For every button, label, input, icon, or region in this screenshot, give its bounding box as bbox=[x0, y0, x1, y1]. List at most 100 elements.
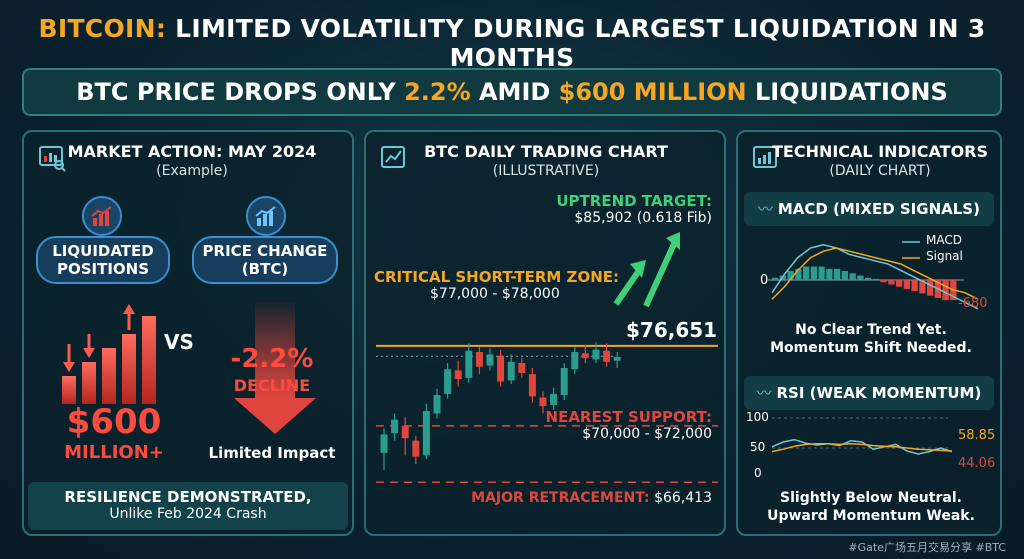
macd-histogram-bar bbox=[880, 280, 887, 283]
candle-body bbox=[475, 352, 483, 367]
macd-histogram-bar bbox=[927, 280, 934, 296]
macd-chart bbox=[768, 241, 979, 310]
candle-body bbox=[539, 397, 547, 407]
macd-title: MACD (MIXED SIGNALS) bbox=[777, 200, 980, 218]
rsi-signal-line bbox=[771, 443, 953, 453]
watermark: #Gate广场五月交易分享 #BTC bbox=[848, 541, 1006, 554]
candle-body bbox=[613, 356, 621, 361]
retracement-label: MAJOR RETRACEMENT: bbox=[471, 490, 650, 506]
title-rest: LIMITED VOLATILITY DURING LARGEST LIQUID… bbox=[166, 14, 986, 72]
macd-histogram-bar bbox=[911, 280, 918, 292]
candle-body bbox=[518, 363, 526, 373]
candle-body bbox=[581, 353, 589, 359]
macd-histogram-bar bbox=[834, 268, 841, 280]
macd-zero-label: 0 bbox=[760, 273, 769, 288]
chart-title: BTC DAILY TRADING CHART bbox=[424, 142, 668, 161]
price-change-label: PRICE CHANGE (BTC) bbox=[192, 236, 338, 284]
macd-histogram-bar bbox=[903, 280, 910, 289]
impact-label: Limited Impact bbox=[208, 444, 336, 462]
candle-body bbox=[412, 440, 420, 457]
liquidation-amount: $600 bbox=[66, 402, 162, 442]
signal-line bbox=[771, 247, 979, 300]
macd-histogram-bar bbox=[857, 275, 864, 280]
liquidation-unit: MILLION+ bbox=[64, 442, 164, 463]
banner-text-3: LIQUIDATIONS bbox=[746, 78, 948, 106]
macd-histogram-bar bbox=[795, 268, 802, 280]
macd-legend-signal: Signal bbox=[926, 249, 963, 263]
support-label: NEAREST SUPPORT: bbox=[545, 408, 712, 426]
macd-histogram-bar bbox=[826, 268, 833, 280]
rsi-tick-50: 50 bbox=[750, 440, 766, 454]
liquidation-chart-icon bbox=[82, 196, 122, 236]
macd-note-2: Momentum Shift Needed. bbox=[770, 340, 972, 356]
rsi-header: 〰 RSI (WEAK MOMENTUM) bbox=[744, 376, 994, 410]
macd-histogram-bar bbox=[818, 266, 825, 280]
liquidated-positions-label: LIQUIDATED POSITIONS bbox=[36, 236, 170, 284]
candle-body bbox=[433, 395, 441, 414]
rsi-tick-100: 100 bbox=[746, 410, 769, 424]
candle-body bbox=[486, 354, 494, 366]
candle-body bbox=[571, 352, 579, 370]
macd-header: 〰 MACD (MIXED SIGNALS) bbox=[744, 192, 994, 226]
market-subtitle: (Example) bbox=[156, 163, 228, 179]
macd-value: -680 bbox=[958, 296, 988, 311]
candle-body bbox=[465, 350, 473, 378]
retracement-row: MAJOR RETRACEMENT: $66,413 bbox=[471, 490, 712, 506]
macd-wave-icon: 〰 bbox=[758, 200, 774, 218]
footer-line-1: RESILIENCE DEMONSTRATED, bbox=[64, 488, 312, 506]
chart-icon bbox=[381, 146, 405, 168]
macd-histogram-bar bbox=[803, 266, 810, 280]
report-chart-icon bbox=[39, 146, 66, 172]
price-change-value: -2.2% bbox=[230, 344, 314, 374]
rsi-value-a: 58.85 bbox=[958, 428, 996, 443]
candle-body bbox=[497, 355, 505, 382]
indicators-subtitle: (DAILY CHART) bbox=[829, 163, 931, 179]
critical-zone-label: CRITICAL SHORT-TERM ZONE: bbox=[374, 268, 619, 286]
candle-body bbox=[507, 361, 515, 381]
candlestick-chart bbox=[376, 232, 718, 484]
banner-text-2: AMID bbox=[470, 78, 559, 106]
candle-body bbox=[560, 368, 568, 396]
macd-histogram-bar bbox=[888, 280, 895, 285]
macd-histogram-bar bbox=[872, 278, 879, 280]
market-title: MARKET ACTION: MAY 2024 bbox=[67, 142, 317, 161]
title-prefix: BITCOIN: bbox=[38, 14, 167, 43]
macd-histogram-bar bbox=[919, 280, 926, 294]
indicators-title: TECHNICAL INDICATORS bbox=[771, 142, 989, 161]
candle-body bbox=[422, 411, 430, 456]
down-arrow-icon bbox=[234, 302, 316, 434]
candle-body bbox=[391, 419, 399, 434]
macd-histogram-bar bbox=[787, 271, 794, 280]
rsi-note-2: Upward Momentum Weak. bbox=[767, 508, 975, 524]
banner-amount: $600 MILLION bbox=[558, 78, 747, 106]
chart-subtitle: (ILLUSTRATIVE) bbox=[492, 163, 600, 179]
macd-line bbox=[771, 244, 979, 310]
rsi-tick-0: 0 bbox=[754, 466, 762, 480]
indicator-chart-icon bbox=[753, 146, 777, 168]
banner-percent: 2.2% bbox=[404, 78, 471, 106]
macd-histogram-bar bbox=[849, 273, 856, 280]
footer-line-2: Unlike Feb 2024 Crash bbox=[109, 506, 267, 522]
indicators-panel: TECHNICAL INDICATORS (DAILY CHART) 〰 MAC… bbox=[736, 130, 1002, 536]
rsi-title: RSI (WEAK MOMENTUM) bbox=[776, 384, 982, 402]
uptrend-value: $85,902 (0.618 Fib) bbox=[574, 210, 712, 226]
retracement-value: $66,413 bbox=[654, 490, 712, 506]
trading-chart-panel: BTC DAILY TRADING CHART (ILLUSTRATIVE) U… bbox=[364, 130, 726, 536]
candle-body bbox=[444, 369, 452, 394]
macd-histogram-bar bbox=[942, 280, 949, 301]
market-action-panel: MARKET ACTION: MAY 2024 (Example) LIQUID… bbox=[22, 130, 354, 536]
rsi-note-1: Slightly Below Neutral. bbox=[780, 490, 962, 506]
rsi-chart bbox=[771, 417, 953, 455]
candle-body bbox=[528, 374, 536, 397]
rsi-line bbox=[771, 438, 953, 455]
support-value: $70,000 - $72,000 bbox=[582, 426, 712, 442]
rsi-value-b: 44.06 bbox=[958, 456, 996, 471]
rsi-wave-icon: 〰 bbox=[756, 384, 772, 402]
macd-histogram-bar bbox=[772, 277, 779, 280]
headline-banner: BTC PRICE DROPS ONLY 2.2% AMID $600 MILL… bbox=[22, 68, 1002, 116]
uptrend-label: UPTREND TARGET: bbox=[556, 192, 712, 210]
price-change-word: DECLINE bbox=[233, 376, 311, 395]
candle-body bbox=[380, 434, 388, 453]
macd-histogram-bar bbox=[865, 277, 872, 280]
page-title: BITCOIN: LIMITED VOLATILITY DURING LARGE… bbox=[0, 14, 1024, 72]
